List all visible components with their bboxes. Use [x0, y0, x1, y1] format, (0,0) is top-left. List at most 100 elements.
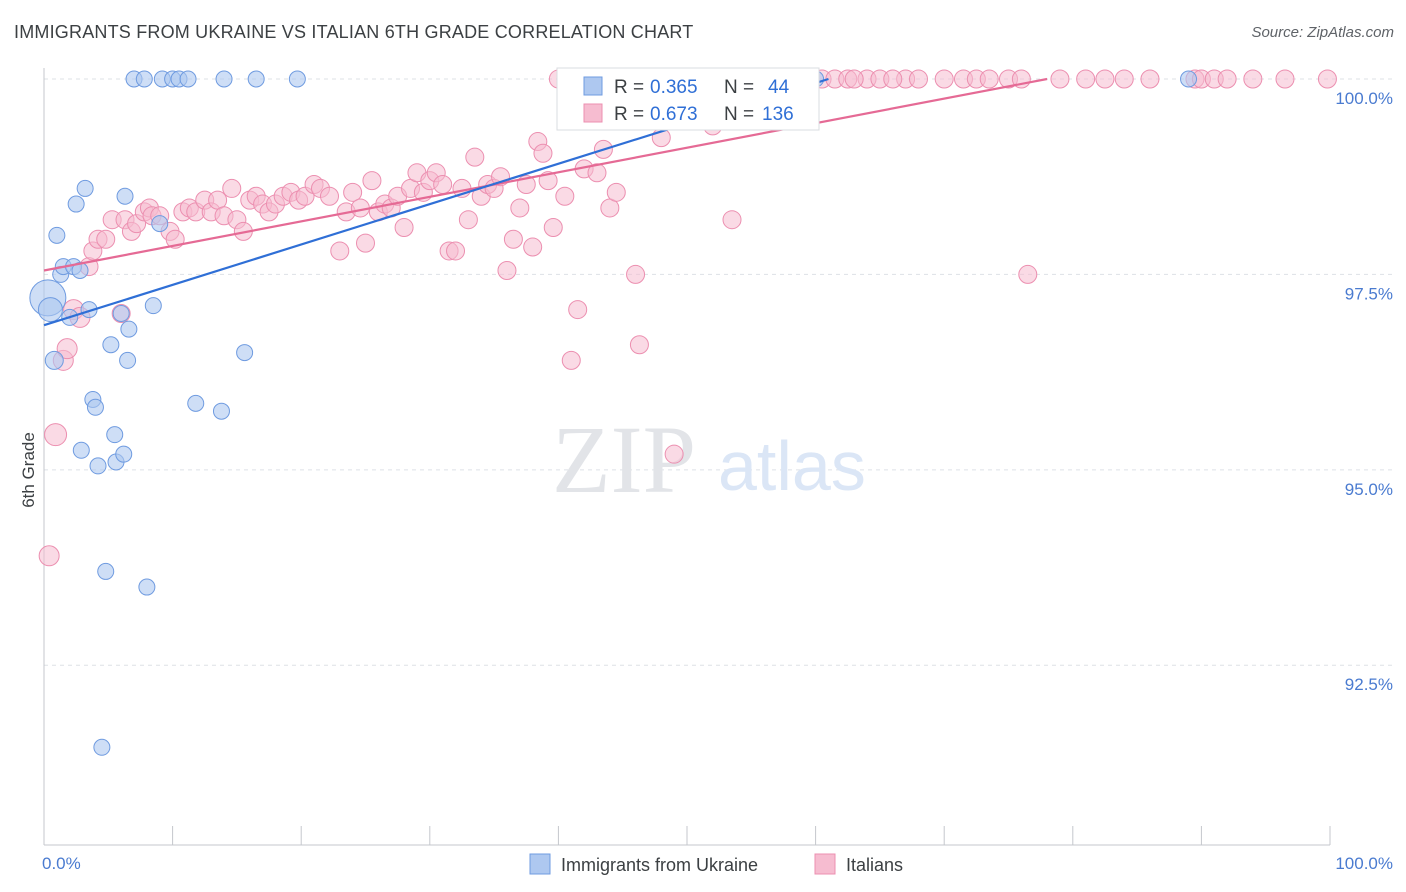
- italians-point: [1018, 264, 1038, 284]
- italians-point: [458, 210, 478, 230]
- italians-point: [343, 182, 363, 202]
- italians-point: [96, 229, 116, 249]
- ukraine-point: [44, 350, 64, 370]
- italians-point: [722, 210, 742, 230]
- italians-point: [362, 171, 382, 191]
- italians-point: [1076, 69, 1096, 89]
- y-tick-label: 100.0%: [1335, 89, 1393, 108]
- gridlines: [44, 78, 1392, 666]
- ukraine-point: [135, 70, 153, 88]
- italians-point: [629, 335, 649, 355]
- italians-point: [1243, 69, 1263, 89]
- watermark: ZIP atlas: [552, 406, 866, 513]
- legend-n-label-italians: N =: [724, 104, 754, 125]
- source-credit: Source: ZipAtlas.com: [1251, 24, 1394, 41]
- tick-labels: 92.5% 95.0% 97.5% 100.0% 0.0% 100.0%: [42, 89, 1393, 873]
- legend-swatch-italians: [583, 103, 603, 123]
- italians-point: [1275, 69, 1295, 89]
- ukraine-point: [236, 344, 254, 362]
- series-swatch-ukraine: [529, 853, 551, 875]
- italians-point: [222, 178, 242, 198]
- ukraine-point: [144, 297, 162, 315]
- italians-point: [561, 350, 581, 370]
- ukraine-point: [112, 304, 130, 322]
- italians-point: [38, 545, 60, 567]
- ukraine-point: [119, 351, 137, 369]
- ukraine-point: [72, 441, 90, 459]
- ukraine-point: [89, 457, 107, 475]
- ukraine-point: [86, 398, 104, 416]
- italians-point: [606, 182, 626, 202]
- italians-point: [433, 175, 453, 195]
- italians-point: [1050, 69, 1070, 89]
- legend-r-value-italians: 0.673: [650, 104, 698, 125]
- ukraine-point: [93, 738, 111, 756]
- series-legend: Immigrants from Ukraine Italians: [529, 853, 903, 875]
- legend-n-label-ukraine: N =: [724, 77, 754, 98]
- ukraine-point: [48, 226, 66, 244]
- ukraine-point: [115, 445, 133, 463]
- ukraine-point: [97, 562, 115, 580]
- italians-point: [934, 69, 954, 89]
- ukraine-point: [151, 215, 169, 233]
- italians-point: [555, 186, 575, 206]
- italians-point: [44, 423, 68, 447]
- ukraine-point: [120, 320, 138, 338]
- ukraine-point: [288, 70, 306, 88]
- ukraine-point: [106, 426, 124, 444]
- italians-point: [356, 233, 375, 253]
- chart-title: IMMIGRANTS FROM UKRAINE VS ITALIAN 6TH G…: [14, 22, 694, 42]
- italians-point: [587, 163, 607, 183]
- ukraine-point: [138, 578, 156, 596]
- axes: [43, 68, 1331, 846]
- italians-point: [1114, 69, 1134, 89]
- italians-point: [446, 241, 466, 261]
- y-tick-label: 97.5%: [1345, 284, 1393, 303]
- italians-point: [394, 218, 414, 238]
- italians-point: [1140, 69, 1160, 89]
- y-tick-label: 95.0%: [1345, 480, 1393, 499]
- italians-point: [1317, 69, 1337, 89]
- ukraine-point: [212, 402, 230, 420]
- ukraine-point: [116, 187, 134, 205]
- legend-n-value-ukraine: 44: [768, 77, 790, 98]
- ukraine-points: [29, 70, 1198, 756]
- stats-legend: R = 0.365 N = 44 R = 0.673 N = 136: [556, 67, 820, 131]
- italians-point: [883, 69, 903, 89]
- legend-r-label-ukraine: R =: [614, 77, 644, 98]
- ukraine-point: [247, 70, 265, 88]
- ukraine-point: [1180, 70, 1198, 88]
- series-label-ukraine: Immigrants from Ukraine: [561, 855, 758, 875]
- ukraine-point: [102, 336, 120, 354]
- legend-n-value-italians: 136: [762, 104, 794, 125]
- ukraine-point: [76, 179, 94, 197]
- italians-point: [465, 147, 485, 167]
- ukraine-point: [179, 70, 197, 88]
- ukraine-point: [215, 70, 233, 88]
- italians-points: [38, 69, 1337, 567]
- x-tick-label-min: 0.0%: [42, 854, 81, 873]
- y-tick-label: 92.5%: [1345, 675, 1393, 694]
- italians-point: [664, 444, 684, 464]
- legend-r-value-ukraine: 0.365: [650, 77, 698, 98]
- italians-point: [523, 237, 543, 257]
- italians-point: [844, 69, 864, 89]
- italians-point: [568, 300, 588, 320]
- series-swatch-italians: [814, 853, 836, 875]
- ukraine-point: [37, 297, 63, 323]
- legend-swatch-ukraine: [583, 76, 603, 96]
- italians-trend-line: [43, 77, 1048, 272]
- italians-point: [908, 69, 928, 89]
- ukraine-point: [187, 394, 205, 412]
- italians-point: [1217, 69, 1237, 89]
- italians-point: [626, 264, 646, 284]
- italians-point: [543, 218, 563, 238]
- italians-point: [503, 229, 523, 249]
- ukraine-point: [71, 262, 89, 279]
- series-label-italians: Italians: [846, 855, 903, 875]
- italians-point: [319, 186, 339, 206]
- italians-point: [56, 338, 78, 360]
- ukraine-point: [67, 195, 85, 213]
- italians-point: [497, 261, 517, 280]
